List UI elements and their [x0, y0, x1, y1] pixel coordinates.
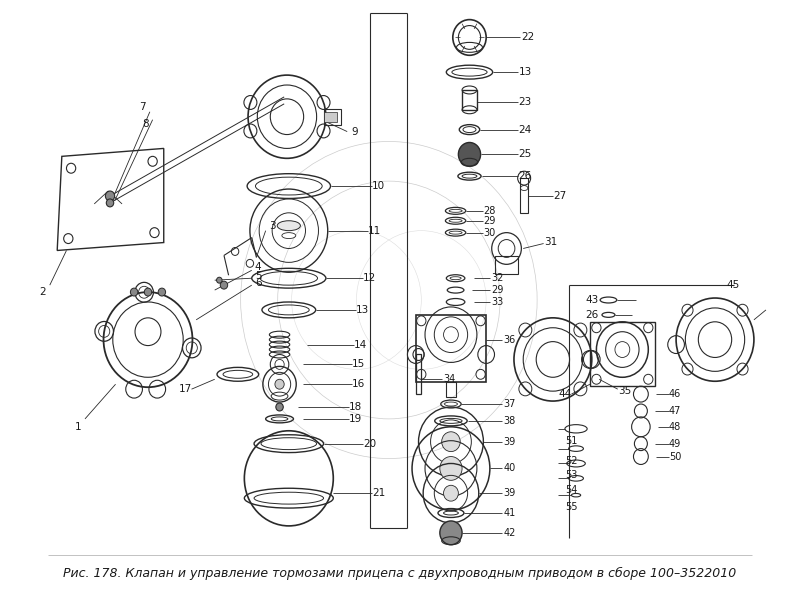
Text: 1: 1 — [75, 422, 82, 432]
Text: 45: 45 — [727, 280, 740, 290]
Text: 26: 26 — [585, 310, 598, 320]
Text: 19: 19 — [349, 414, 362, 424]
Bar — [446, 382, 455, 397]
Circle shape — [275, 379, 284, 389]
Text: 28: 28 — [484, 206, 496, 216]
Circle shape — [144, 288, 152, 296]
Text: 36: 36 — [503, 335, 515, 344]
Text: 49: 49 — [669, 439, 682, 449]
Text: 14: 14 — [354, 340, 366, 350]
Circle shape — [106, 199, 114, 207]
Bar — [590, 322, 654, 386]
Text: 54: 54 — [566, 485, 578, 495]
Text: 37: 37 — [503, 399, 515, 409]
Text: 43: 43 — [585, 295, 598, 305]
Text: 13: 13 — [355, 305, 369, 315]
Text: 26: 26 — [518, 171, 532, 181]
Text: 34: 34 — [443, 374, 455, 384]
Text: 51: 51 — [566, 436, 578, 446]
Bar — [324, 109, 341, 124]
Text: 17: 17 — [178, 384, 192, 394]
Text: 35: 35 — [618, 386, 632, 396]
Text: 52: 52 — [565, 456, 578, 466]
Text: 4: 4 — [255, 262, 262, 272]
Text: 16: 16 — [352, 379, 365, 389]
Circle shape — [158, 288, 166, 296]
Bar — [462, 90, 477, 110]
Circle shape — [130, 288, 138, 296]
Text: 44: 44 — [558, 389, 571, 399]
Bar — [324, 112, 337, 121]
Text: 33: 33 — [491, 297, 503, 307]
Text: 55: 55 — [565, 502, 578, 512]
Text: 15: 15 — [352, 359, 365, 370]
Text: 9: 9 — [351, 127, 358, 136]
Text: 42: 42 — [503, 528, 515, 538]
Text: 32: 32 — [491, 273, 503, 283]
Text: 53: 53 — [566, 471, 578, 480]
Text: 29: 29 — [491, 285, 503, 295]
Circle shape — [106, 191, 114, 201]
Circle shape — [276, 403, 283, 411]
Text: 5: 5 — [255, 271, 262, 281]
Bar — [416, 315, 486, 382]
Text: 25: 25 — [518, 150, 532, 159]
Text: 50: 50 — [669, 451, 682, 462]
Text: 6: 6 — [255, 278, 262, 288]
Text: 47: 47 — [669, 406, 682, 416]
Text: 20: 20 — [363, 439, 376, 449]
Text: 7: 7 — [139, 102, 146, 112]
Text: 27: 27 — [554, 191, 567, 201]
Text: 22: 22 — [522, 32, 534, 43]
Text: 21: 21 — [372, 488, 386, 498]
Text: Рис. 178. Клапан и управление тормозами прицепа с двухпроводным приводом в сборе: Рис. 178. Клапан и управление тормозами … — [63, 567, 737, 580]
Text: 31: 31 — [544, 237, 558, 246]
Text: 24: 24 — [518, 124, 532, 135]
Text: 48: 48 — [669, 422, 682, 432]
Bar — [521, 178, 528, 213]
Text: 38: 38 — [503, 416, 515, 426]
Circle shape — [442, 432, 460, 451]
Circle shape — [443, 485, 458, 501]
Circle shape — [440, 457, 462, 480]
Text: 41: 41 — [503, 508, 515, 518]
Text: 11: 11 — [367, 225, 381, 236]
Circle shape — [440, 521, 462, 545]
Text: 3: 3 — [269, 221, 275, 231]
Circle shape — [220, 281, 228, 289]
Text: 12: 12 — [363, 273, 376, 283]
Text: 39: 39 — [503, 437, 515, 447]
Text: 8: 8 — [142, 118, 149, 129]
Text: 2: 2 — [39, 287, 46, 297]
Text: 18: 18 — [349, 402, 362, 412]
Text: 10: 10 — [372, 181, 386, 191]
Circle shape — [458, 142, 481, 166]
Bar — [495, 257, 518, 274]
Bar — [416, 355, 422, 394]
Text: 30: 30 — [484, 228, 496, 237]
Ellipse shape — [278, 221, 301, 231]
Text: 29: 29 — [484, 216, 496, 226]
Text: 13: 13 — [518, 67, 532, 77]
Text: 23: 23 — [518, 97, 532, 107]
Text: 40: 40 — [503, 463, 515, 474]
Text: 46: 46 — [669, 389, 682, 399]
Circle shape — [217, 277, 222, 283]
Text: 39: 39 — [503, 488, 515, 498]
